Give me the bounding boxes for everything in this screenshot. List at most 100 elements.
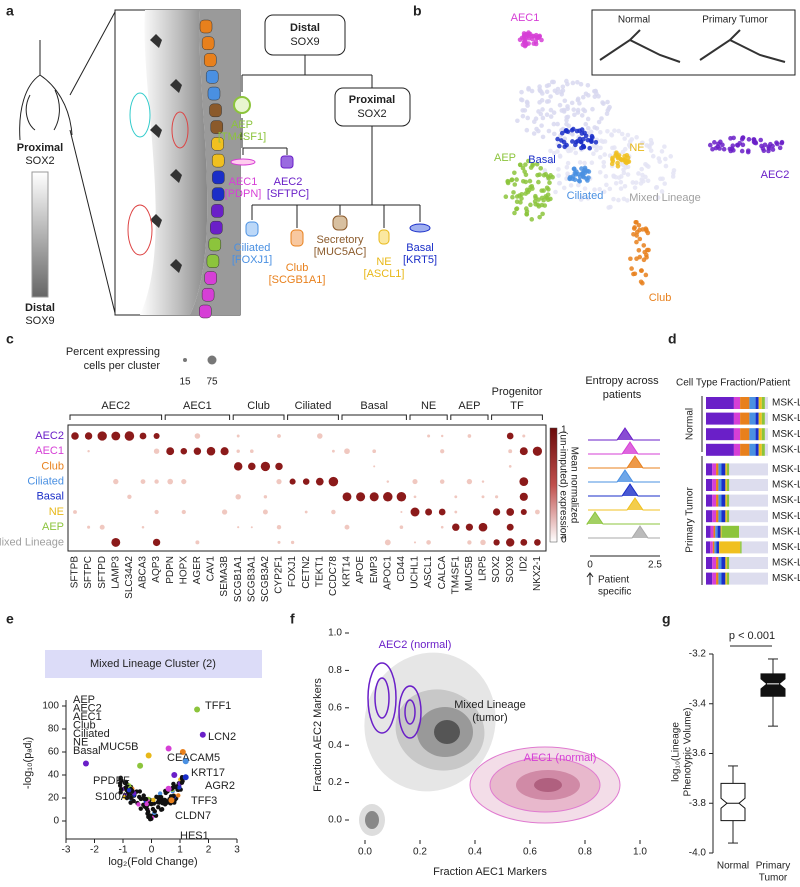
fraction-segment <box>729 479 768 491</box>
gene-point <box>136 802 141 807</box>
fraction-segment <box>740 412 750 425</box>
cell-point <box>510 194 515 200</box>
gene-label: S100A6 <box>95 791 134 803</box>
cell-point <box>576 178 582 183</box>
dot <box>71 432 79 440</box>
cell-point <box>539 188 545 193</box>
cell-point <box>594 91 599 97</box>
cell-point <box>564 121 569 127</box>
cell-point <box>503 194 509 200</box>
fraction-segment <box>758 443 762 456</box>
cell-point <box>634 233 639 238</box>
fraction-segment <box>749 443 756 456</box>
cell-point <box>607 186 613 192</box>
panel-letter: g <box>662 611 671 627</box>
dot <box>413 541 417 544</box>
fraction-segment <box>717 525 721 538</box>
cell <box>199 304 212 319</box>
group-label: AEC2 <box>101 400 130 412</box>
cell-point <box>528 165 534 170</box>
fraction-segment <box>761 428 765 441</box>
cell-point <box>585 196 591 201</box>
dot <box>315 477 324 486</box>
dot <box>250 526 253 529</box>
entropy-tick: 0 <box>587 560 593 571</box>
dot <box>153 448 160 454</box>
gene-label: APOC1 <box>382 556 393 590</box>
density-contour <box>434 720 460 744</box>
cell-point <box>522 108 528 113</box>
gene-label: EMP3 <box>369 556 380 584</box>
dot <box>139 432 147 440</box>
dot <box>290 540 295 545</box>
cell-point <box>648 137 654 143</box>
gene-label: TFF1 <box>205 700 231 712</box>
fraction-segment <box>716 510 719 523</box>
cell-point <box>523 206 529 211</box>
cell-point <box>626 142 632 148</box>
fraction-segment <box>755 397 759 409</box>
gene-point <box>168 797 175 804</box>
cell-icon <box>290 229 304 247</box>
entropy-ridges <box>586 427 660 539</box>
cell-point <box>671 170 676 176</box>
gene-point <box>137 794 142 800</box>
dot <box>221 509 228 515</box>
fraction-segment <box>712 541 715 554</box>
x-tick-label: 0.0 <box>358 847 372 858</box>
y-tick-label: 0.8 <box>328 665 342 676</box>
row-label: Basal <box>36 491 64 503</box>
fraction-segment <box>718 463 722 476</box>
cell-point <box>565 160 571 166</box>
tree-label: Distal <box>290 22 320 34</box>
colorbar-tick: 0 <box>561 535 567 546</box>
cell-point <box>607 104 612 110</box>
dot <box>233 462 243 471</box>
fraction-segment <box>725 572 727 585</box>
tree-label: [SFTPC] <box>267 188 309 200</box>
fraction-segment <box>755 412 759 425</box>
y-tick-label: -3.8 <box>689 798 707 809</box>
cell-point <box>609 161 615 167</box>
cell-point <box>655 195 661 200</box>
cell <box>201 36 215 51</box>
gene-label: CD44 <box>396 556 407 582</box>
cell-point <box>646 164 651 169</box>
cell <box>170 259 182 273</box>
cell-point <box>618 186 624 191</box>
tree-label: Basal <box>406 242 434 254</box>
cell-point <box>570 80 576 86</box>
fraction-segment <box>740 428 750 441</box>
size-legend-dot <box>207 355 217 365</box>
y-tick-label: 1.0 <box>328 628 342 639</box>
y-tick-label: -3.6 <box>689 748 707 759</box>
row-label: Mixed Lineage <box>0 536 64 548</box>
dot <box>373 465 376 468</box>
x-tick-label: 3 <box>234 845 240 856</box>
cell-point <box>605 128 610 134</box>
fraction-segment <box>718 557 722 569</box>
group-bracket <box>409 414 448 420</box>
gene-label: HOPX <box>178 556 189 585</box>
cell-point <box>526 30 531 35</box>
cell-point <box>582 160 587 166</box>
patient-label: MSK-LX675 <box>772 495 800 506</box>
cell-point <box>556 166 561 172</box>
cell-point <box>603 174 609 179</box>
patient-label: MSK-LX679 <box>772 526 800 537</box>
cluster-label: Mixed Lineage <box>629 192 701 204</box>
dot <box>454 495 458 499</box>
cell-point <box>622 153 627 159</box>
cell-point <box>625 172 631 177</box>
dot <box>154 509 159 515</box>
group-bracket <box>341 414 407 420</box>
cell-point <box>659 149 665 154</box>
dot <box>492 508 501 516</box>
dotplot-frame <box>67 424 547 552</box>
dot <box>152 538 161 547</box>
fraction-segment <box>712 494 717 507</box>
cell-point <box>634 135 639 140</box>
embedding <box>503 30 785 286</box>
dot <box>520 508 527 516</box>
cell-point <box>613 180 619 186</box>
